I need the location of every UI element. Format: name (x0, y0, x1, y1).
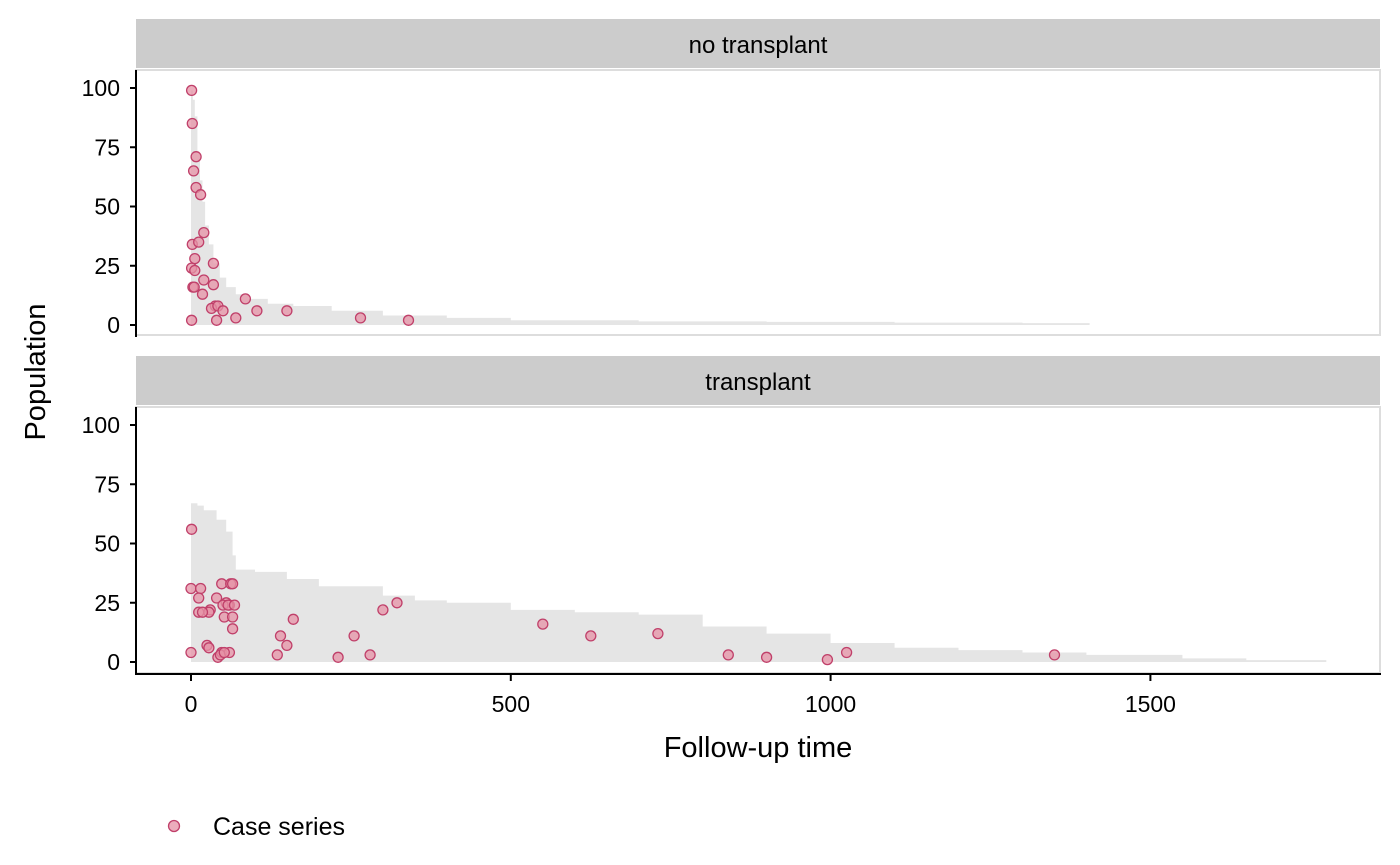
case-point (185, 582, 197, 595)
y-tick-label: 75 (94, 471, 120, 497)
panel-no-transplant: no transplant 0 25 50 75 100 (82, 19, 1381, 338)
case-point (226, 578, 239, 590)
case-point (194, 189, 207, 201)
case-point (287, 613, 299, 625)
risk-set-area (191, 503, 1327, 662)
case-point (391, 597, 403, 609)
case-point (189, 252, 201, 265)
case-point (377, 604, 389, 616)
case-point (203, 642, 215, 654)
case-point (185, 314, 198, 326)
risk-set-area-path (191, 503, 1327, 662)
x-tick-label: 500 (492, 691, 530, 717)
case-point (193, 236, 205, 248)
y-tick-label: 50 (94, 194, 120, 220)
x-tick-label: 0 (185, 691, 198, 717)
legend-label-case-series: Case series (213, 813, 345, 841)
case-point (210, 592, 223, 604)
case-point (760, 651, 773, 663)
case-point (194, 582, 207, 595)
case-point (840, 646, 853, 659)
case-point (196, 606, 209, 618)
case-point (652, 627, 664, 640)
risk-set-area (191, 90, 1090, 326)
case-point (188, 281, 200, 293)
x-axis-title: Follow-up time (664, 732, 853, 764)
case-point (218, 646, 230, 659)
case-point (198, 226, 210, 239)
legend: Case series (167, 813, 345, 841)
case-point (185, 646, 197, 659)
case-point (196, 288, 209, 300)
panel-transplant: transplant 0 25 50 75 100 0 500 1000 1500 (82, 356, 1381, 717)
y-tick-label: 100 (82, 75, 120, 101)
strip-label-transplant: transplant (705, 369, 811, 396)
case-series-points (185, 523, 1061, 666)
case-point (585, 630, 597, 642)
x-tick-label: 1000 (805, 691, 856, 717)
case-point (210, 314, 223, 326)
case-point (186, 117, 198, 130)
y-tick-label: 0 (107, 312, 120, 338)
y-tick-label: 0 (107, 649, 120, 675)
y-tick-label: 50 (94, 531, 120, 557)
x-tick-label: 1500 (1125, 691, 1176, 717)
case-point (239, 293, 252, 305)
legend-key-case-series (167, 819, 181, 833)
strip-background (136, 356, 1380, 405)
case-point (1048, 649, 1061, 661)
case-point (722, 649, 734, 661)
case-point (230, 312, 242, 324)
case-point (281, 639, 293, 652)
strip-background (136, 19, 1380, 68)
y-tick-label: 75 (94, 134, 120, 160)
case-point (271, 649, 283, 661)
case-point (821, 653, 834, 666)
case-point (190, 151, 202, 163)
y-axis-ticks: 0 25 50 75 100 (82, 75, 136, 338)
case-point (537, 618, 549, 630)
risk-set-area-path (191, 90, 1090, 326)
case-point (187, 165, 200, 177)
strip-label-no-transplant: no transplant (689, 32, 828, 59)
case-point (228, 599, 241, 611)
y-axis-title: Population (20, 303, 52, 440)
y-tick-label: 25 (94, 253, 120, 279)
case-point (193, 592, 205, 604)
case-series-points (185, 84, 415, 326)
case-point (364, 649, 376, 661)
case-point (332, 651, 344, 663)
case-point (274, 630, 287, 642)
case-point (348, 630, 360, 642)
y-axis-ticks: 0 25 50 75 100 (82, 412, 136, 675)
case-point (281, 305, 293, 317)
case-point (185, 523, 198, 535)
case-point (207, 257, 220, 270)
case-point (198, 274, 210, 286)
case-point (217, 305, 229, 317)
case-point (251, 305, 263, 317)
y-tick-label: 100 (82, 412, 120, 438)
case-point (226, 623, 239, 635)
y-tick-label: 25 (94, 590, 120, 616)
case-point (226, 611, 239, 623)
case-point (189, 264, 201, 277)
case-point (354, 312, 367, 324)
x-axis-ticks: 0 500 1000 1500 (185, 674, 1176, 717)
panel-border (135, 69, 1381, 336)
case-point (402, 314, 415, 326)
case-point (207, 279, 220, 291)
case-point (185, 84, 198, 97)
